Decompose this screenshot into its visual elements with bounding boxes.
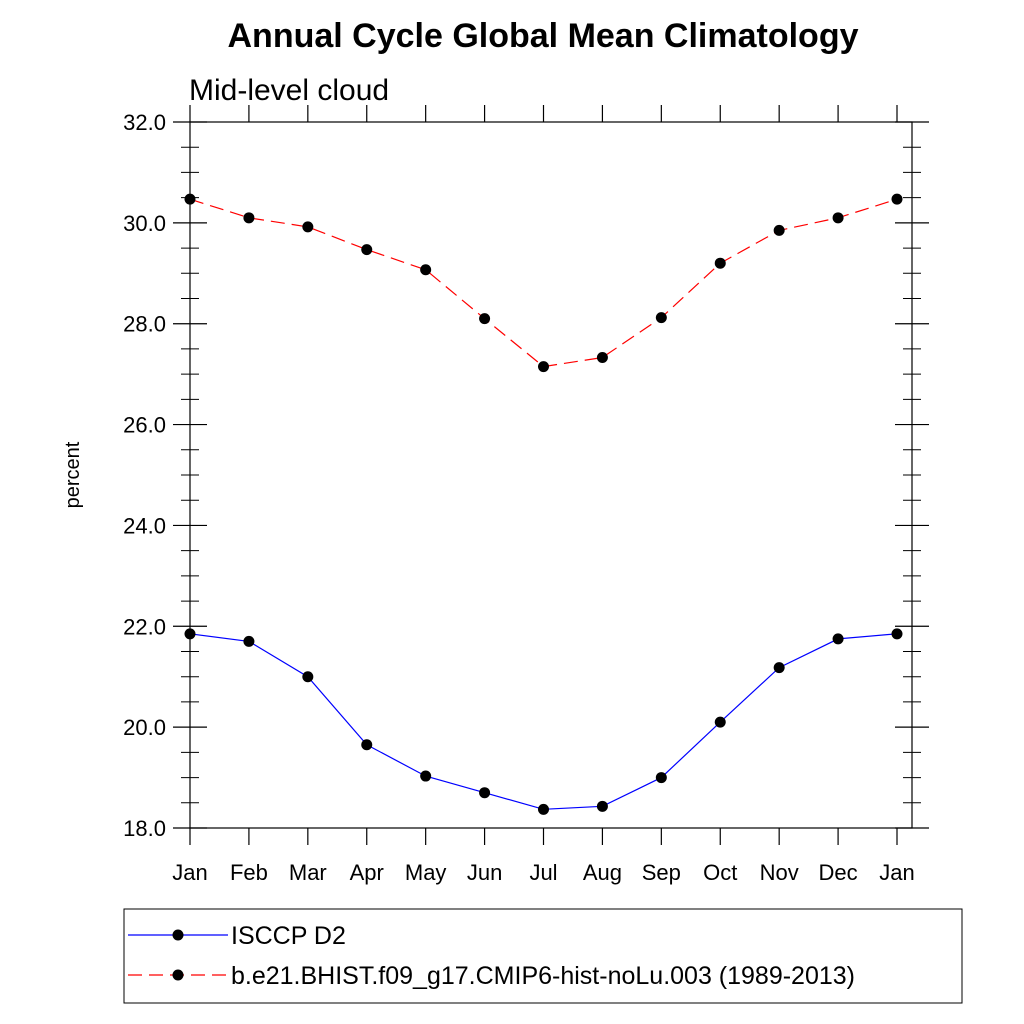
x-tick-label: Jul [529,860,557,885]
legend-marker [172,969,184,981]
x-tick-label: Sep [642,860,681,885]
data-point [714,716,726,728]
y-tick-label: 20.0 [123,715,166,740]
data-point [302,221,314,233]
data-point [361,739,373,751]
legend-box [123,908,963,1004]
data-point [832,633,844,645]
legend-entry: ISCCP D2 [128,922,346,950]
axis-ticks: 18.0 20.0 22.0 24.0 26.0 28.0 30.0 32.0 Jan Feb Ma… [123,105,929,885]
series-1 [184,193,903,373]
x-tick-label: Feb [230,860,268,885]
data-point [538,361,549,373]
data-point [243,635,255,647]
x-tick-label: Jan [172,860,207,885]
x-tick-label: Jun [467,860,502,885]
x-tick-label: Mar [289,860,327,885]
y-tick-label: 18.0 [123,816,166,841]
data-point [773,224,785,236]
chart-subtitle: Mid-level cloud [189,74,389,107]
y-tick-label: 26.0 [123,413,166,438]
x-tick-label: May [405,860,447,885]
x-tick-label: Nov [760,860,799,885]
y-axis-label: percent [62,441,84,508]
data-point [420,264,432,276]
series-line [189,633,898,810]
x-tick-label: Apr [350,860,384,885]
series-layer [184,193,903,815]
series-line [189,198,898,368]
data-point [596,800,608,812]
x-tick-label: Dec [819,860,858,885]
y-tick-label: 24.0 [123,513,166,538]
plot-frame [189,121,913,829]
data-point [596,352,608,364]
x-tick-label: Oct [703,860,737,885]
legend-entry: b.e21.BHIST.f09_g17.CMIP6-hist-noLu.003 … [128,962,855,990]
data-point [479,787,491,799]
data-point [832,212,844,224]
data-point [420,770,432,782]
data-point [655,312,667,324]
data-point [891,628,903,640]
data-point [773,662,785,674]
y-tick-label: 30.0 [123,211,166,236]
legend-marker [172,929,184,941]
y-tick-label: 22.0 [123,614,166,639]
y-tick-label: 32.0 [123,110,166,135]
data-point [655,772,667,784]
x-tick-label: Aug [583,860,622,885]
data-point [361,244,373,256]
data-point [184,193,196,205]
data-point [302,671,314,683]
data-point [714,257,726,269]
y-tick-label: 28.0 [123,312,166,337]
chart-title: Annual Cycle Global Mean Climatology [228,17,859,55]
data-point [891,193,903,205]
data-point [538,803,549,815]
data-point [479,313,491,325]
legend-label: b.e21.BHIST.f09_g17.CMIP6-hist-noLu.003 … [231,962,855,990]
data-point [184,628,196,640]
x-tick-label: Jan [879,860,914,885]
legend: ISCCP D2 b.e21.BHIST.f09_g17.CMIP6-hist-n… [128,922,855,990]
series-0 [184,628,903,815]
data-point [243,212,255,224]
legend-label: ISCCP D2 [231,922,346,950]
